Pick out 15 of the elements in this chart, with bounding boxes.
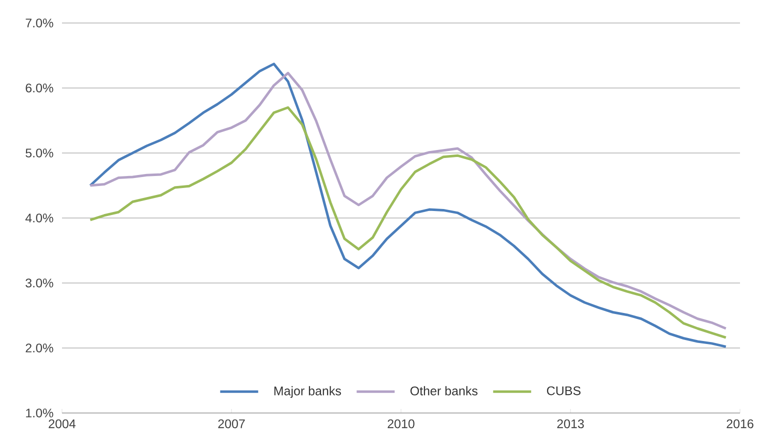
y-tick-label: 6.0%: [26, 84, 54, 92]
x-tick-label: 2004: [48, 419, 76, 428]
y-tick-label: 4.0%: [25, 214, 54, 222]
x-tick-label: 2016: [726, 419, 754, 428]
legend-label: Major banks: [274, 386, 341, 398]
y-tick-label: 3.0%: [26, 278, 54, 288]
x-tick-label: 2010: [388, 419, 414, 428]
x-tick-label: 2007: [218, 419, 245, 428]
y-tick-label: 5.0%: [26, 148, 54, 158]
legend-label: Other banks: [410, 386, 478, 396]
legend-label: CUBS: [546, 386, 580, 396]
y-tick-label: 2.0%: [26, 344, 54, 352]
y-tick-label: 7.0%: [26, 18, 54, 28]
x-tick-label: 2013: [557, 419, 584, 428]
y-tick-label: 1.0%: [26, 408, 54, 418]
